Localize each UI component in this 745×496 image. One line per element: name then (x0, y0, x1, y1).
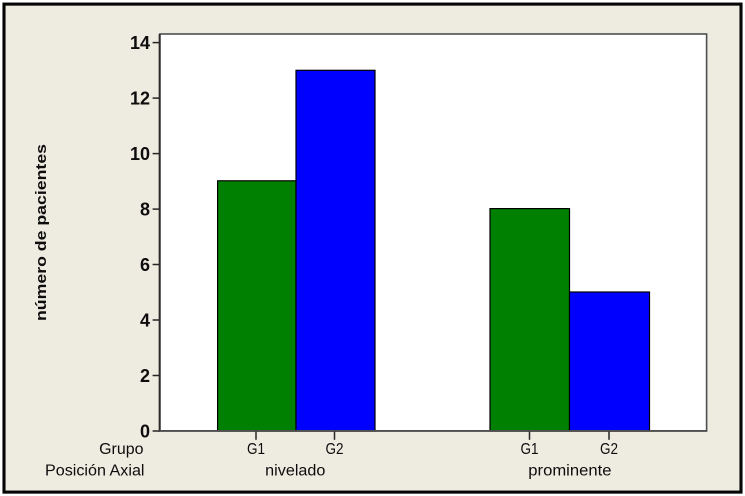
svg-text:G2: G2 (600, 441, 618, 458)
svg-text:0: 0 (140, 422, 150, 442)
svg-text:nivelado: nivelado (265, 462, 325, 479)
svg-text:4: 4 (140, 311, 150, 331)
svg-text:prominente: prominente (528, 462, 611, 479)
svg-text:G1: G1 (247, 441, 265, 458)
svg-text:14: 14 (130, 33, 150, 53)
svg-text:6: 6 (140, 255, 150, 275)
svg-text:Grupo: Grupo (99, 441, 143, 458)
svg-text:número de pacientes: número de pacientes (33, 144, 50, 321)
svg-text:Posición Axial: Posición Axial (45, 462, 145, 479)
svg-text:10: 10 (130, 144, 150, 164)
svg-text:G2: G2 (326, 441, 344, 458)
svg-text:2: 2 (140, 366, 150, 386)
svg-text:8: 8 (140, 200, 150, 220)
svg-text:12: 12 (130, 89, 150, 109)
svg-text:G1: G1 (521, 441, 539, 458)
